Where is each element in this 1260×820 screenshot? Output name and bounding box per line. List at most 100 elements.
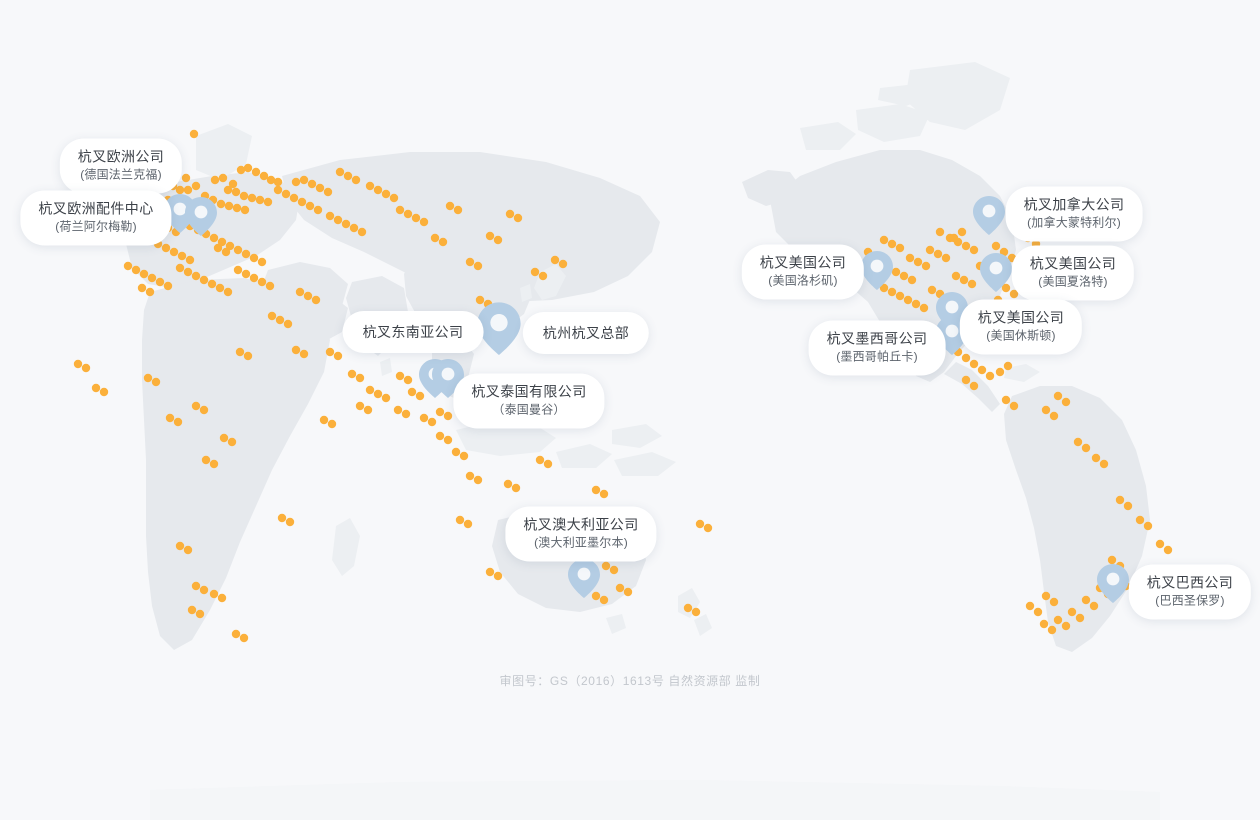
city-dot	[905, 253, 915, 263]
office-label-mexico-company[interactable]: 杭叉墨西哥公司 (墨西哥帕丘卡)	[808, 320, 946, 376]
city-dot	[315, 183, 325, 193]
city-dot	[911, 299, 921, 309]
city-dot	[949, 233, 959, 243]
city-dot	[319, 415, 329, 425]
city-dot	[1115, 495, 1125, 505]
city-dot	[333, 215, 343, 225]
city-dot	[216, 199, 226, 209]
city-dot	[1067, 607, 1077, 617]
city-dot	[249, 253, 259, 263]
city-dot	[191, 581, 201, 591]
city-dot	[691, 607, 701, 617]
city-dot	[241, 249, 251, 259]
city-dot	[913, 257, 923, 267]
city-dot	[323, 187, 333, 197]
city-dot	[123, 261, 133, 271]
city-dot	[395, 371, 405, 381]
city-dot	[535, 455, 545, 465]
city-dot	[969, 381, 979, 391]
city-dot	[465, 257, 475, 267]
office-label-title: 杭叉泰国有限公司	[471, 383, 587, 400]
pin-hole	[945, 324, 959, 338]
city-dot	[265, 281, 275, 291]
city-dot	[907, 275, 917, 285]
office-label-thailand-company[interactable]: 杭叉泰国有限公司 （泰国曼谷）	[453, 373, 605, 429]
city-dot	[233, 245, 243, 255]
city-dot	[285, 517, 295, 527]
city-dot	[195, 609, 205, 619]
office-label-usa-los-angeles[interactable]: 杭叉美国公司 (美国洛杉矶)	[741, 244, 865, 300]
city-dot	[297, 197, 307, 207]
city-dot	[921, 261, 931, 271]
office-label-hangzhou-headquarters[interactable]: 杭州杭叉总部	[522, 312, 650, 354]
pin-frankfurt[interactable]	[185, 197, 217, 236]
city-dot	[703, 523, 713, 533]
city-dot	[373, 185, 383, 195]
city-dot	[257, 277, 267, 287]
office-label-europe-parts-center[interactable]: 杭叉欧洲配件中心 (荷兰阿尔梅勒)	[20, 190, 172, 246]
city-dot	[275, 315, 285, 325]
office-label-subtitle: (美国洛杉矶)	[768, 273, 838, 288]
city-dot	[341, 219, 351, 229]
city-dot	[210, 175, 220, 185]
city-dot	[891, 267, 901, 277]
office-label-australia-company[interactable]: 杭叉澳大利亚公司 (澳大利亚墨尔本)	[505, 506, 657, 562]
city-dot	[347, 369, 357, 379]
city-dot	[1099, 459, 1109, 469]
pin-melbourne[interactable]	[568, 559, 600, 598]
city-dot	[435, 407, 445, 417]
city-dot	[933, 249, 943, 259]
city-dot	[1001, 395, 1011, 405]
city-dot	[493, 571, 503, 581]
office-label-southeast-asia-company[interactable]: 杭叉东南亚公司	[342, 311, 484, 353]
city-dot	[243, 351, 253, 361]
office-label-title: 杭叉美国公司	[977, 309, 1065, 326]
city-dot	[355, 401, 365, 411]
city-dot	[223, 287, 233, 297]
city-dot	[365, 181, 375, 191]
city-dot	[199, 275, 209, 285]
city-dot	[249, 273, 259, 283]
pin-montreal[interactable]	[973, 196, 1005, 235]
city-dot	[327, 419, 337, 429]
city-dot	[161, 243, 171, 253]
city-dot	[239, 191, 249, 201]
city-dot	[177, 251, 187, 261]
city-dot	[313, 205, 323, 215]
office-label-subtitle: (荷兰阿尔梅勒)	[55, 219, 137, 234]
city-dot	[357, 227, 367, 237]
city-dot	[1053, 391, 1063, 401]
pin-sao-paulo[interactable]	[1097, 564, 1129, 603]
office-label-usa-charlotte[interactable]: 杭叉美国公司 (美国夏洛特)	[1011, 245, 1135, 301]
city-dot	[895, 291, 905, 301]
office-label-subtitle: (美国休斯顿)	[986, 328, 1056, 343]
city-dot	[236, 165, 246, 175]
city-dot	[1039, 619, 1049, 629]
city-dot	[505, 209, 515, 219]
city-dot	[241, 269, 251, 279]
city-dot	[407, 387, 417, 397]
office-label-subtitle: (德国法兰克福)	[80, 167, 162, 182]
city-dot	[543, 459, 553, 469]
city-dot	[273, 185, 283, 195]
office-label-canada-company[interactable]: 杭叉加拿大公司 (加拿大蒙特利尔)	[1005, 186, 1143, 242]
city-dot	[1009, 289, 1019, 299]
office-label-usa-houston[interactable]: 杭叉美国公司 (美国休斯顿)	[959, 299, 1083, 355]
pin-los-angeles[interactable]	[861, 251, 893, 290]
city-dot	[189, 129, 199, 139]
city-dot	[415, 391, 425, 401]
office-label-brazil-company[interactable]: 杭叉巴西公司 (巴西圣保罗)	[1128, 564, 1252, 620]
city-dot	[1091, 453, 1101, 463]
city-dot	[395, 205, 405, 215]
city-dot	[493, 235, 503, 245]
city-dot	[191, 401, 201, 411]
city-dot	[289, 193, 299, 203]
city-dot	[307, 179, 317, 189]
office-label-title: 杭叉巴西公司	[1146, 574, 1234, 591]
city-dot	[295, 287, 305, 297]
pin-hangzhou-hq[interactable]	[477, 302, 521, 356]
pin-charlotte[interactable]	[980, 253, 1012, 292]
office-label-europe-company[interactable]: 杭叉欧洲公司 (德国法兰克福)	[59, 138, 183, 194]
city-dot	[1047, 625, 1057, 635]
